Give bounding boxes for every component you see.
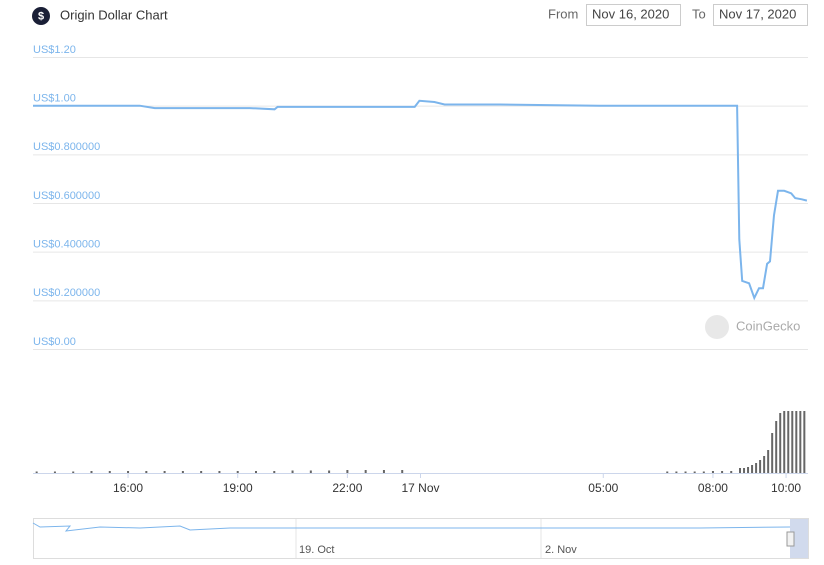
- volume-bar: [791, 411, 794, 473]
- volume-bar: [751, 465, 754, 473]
- x-tick-label: 08:00: [698, 481, 728, 495]
- to-date: Nov 17, 2020: [719, 6, 796, 21]
- volume-bar: [309, 470, 312, 473]
- volume-bar: [767, 450, 770, 473]
- volume-bar: [90, 471, 93, 473]
- y-tick-label: US$1.00: [33, 93, 76, 105]
- x-tick-label: 05:00: [588, 481, 618, 495]
- volume-bar: [382, 470, 385, 473]
- volume-bar: [747, 467, 750, 473]
- volume-bar: [795, 411, 798, 473]
- from-date: Nov 16, 2020: [592, 6, 669, 21]
- watermark-logo: [705, 315, 729, 339]
- navigator-handle[interactable]: [786, 531, 795, 547]
- volume-bar: [127, 471, 130, 473]
- volume-bar: [145, 471, 148, 473]
- y-tick-label: US$0.400000: [33, 239, 100, 251]
- volume-bar: [35, 471, 38, 473]
- navigator-label: 2. Nov: [545, 544, 577, 556]
- volume-bar: [72, 471, 75, 473]
- from-input[interactable]: [586, 4, 681, 26]
- coin-icon: [32, 7, 50, 25]
- volume-bar: [739, 468, 742, 473]
- x-tick-label: 16:00: [113, 481, 143, 495]
- y-tick-label: US$0.600000: [33, 190, 100, 202]
- volume-bar: [236, 471, 239, 473]
- volume-bar: [108, 471, 111, 473]
- volume-bar: [218, 471, 221, 473]
- x-tick-label: 19:00: [223, 481, 253, 495]
- volume-bar: [675, 471, 678, 473]
- volume-bar: [291, 470, 294, 473]
- x-tick-label: 22:00: [332, 481, 362, 495]
- coin-icon-glyph: $: [38, 10, 44, 22]
- chart-title: Origin Dollar Chart: [60, 7, 168, 22]
- navigator-line: [32, 522, 791, 532]
- volume-bar: [803, 411, 806, 473]
- volume-bar: [743, 468, 746, 473]
- volume-bar: [163, 471, 166, 473]
- volume-bar: [693, 471, 696, 473]
- x-tick-label: 17 Nov: [401, 481, 439, 495]
- from-label: From: [548, 6, 578, 21]
- volume-bar: [787, 411, 790, 473]
- volume-bar: [799, 411, 802, 473]
- volume-bar: [684, 471, 687, 473]
- volume-bar: [364, 470, 367, 473]
- volume-bar: [783, 411, 786, 473]
- volume-bar: [779, 413, 782, 473]
- volume-bar: [53, 471, 56, 473]
- to-input[interactable]: [713, 4, 808, 26]
- volume-bar: [763, 456, 766, 473]
- volume-bar: [775, 421, 778, 473]
- navigator-selection[interactable]: [790, 519, 808, 558]
- to-label: To: [692, 6, 706, 21]
- price-line: [33, 99, 808, 301]
- volume-bar: [755, 463, 758, 473]
- volume-bar: [711, 471, 714, 473]
- volume-bar: [771, 433, 774, 473]
- volume-bar: [721, 471, 724, 473]
- volume-bar: [346, 470, 349, 473]
- navigator[interactable]: [33, 518, 809, 559]
- y-tick-label: US$0.00: [33, 336, 76, 348]
- volume-bar: [730, 471, 733, 473]
- volume-bar: [702, 471, 705, 473]
- volume-bar: [254, 471, 257, 473]
- y-tick-label: US$0.800000: [33, 141, 100, 153]
- volume-bar: [401, 470, 404, 473]
- y-tick-label: US$0.200000: [33, 287, 100, 299]
- x-tick-label: 10:00: [771, 481, 801, 495]
- volume-bar: [328, 470, 331, 473]
- navigator-label: 19. Oct: [299, 544, 334, 556]
- y-tick-label: US$1.20: [33, 44, 76, 56]
- watermark: CoinGecko: [736, 318, 800, 333]
- volume-bar: [666, 471, 669, 473]
- volume-bar: [181, 471, 184, 473]
- volume-bar: [759, 460, 762, 473]
- volume-bar: [200, 471, 203, 473]
- volume-bar: [273, 471, 276, 473]
